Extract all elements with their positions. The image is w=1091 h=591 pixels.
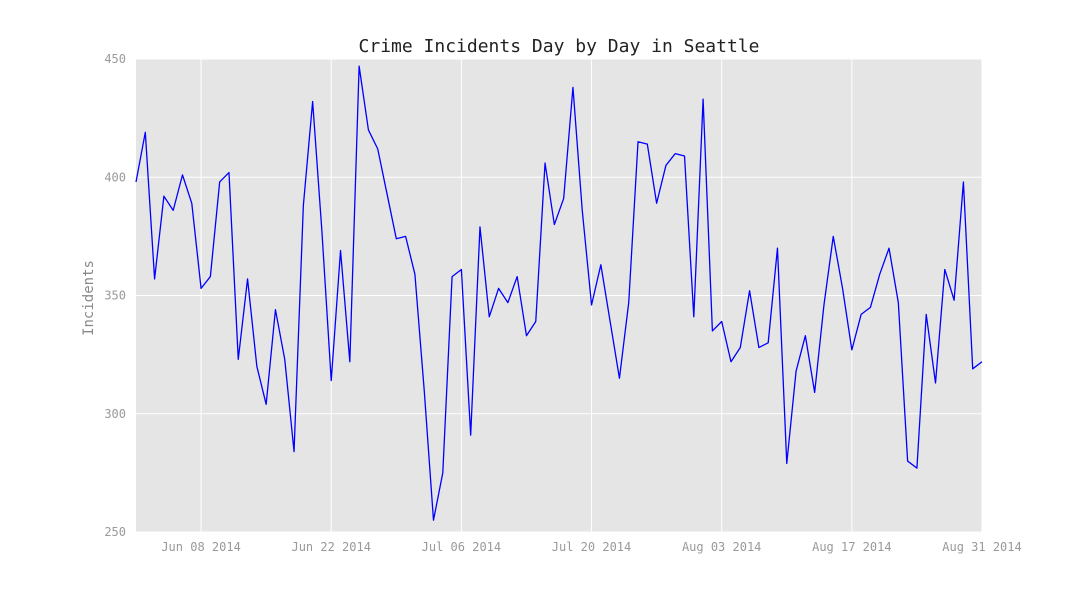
y-tick-label: 450 <box>104 52 126 66</box>
x-axis-ticks: Jun 08 2014 Jun 22 2014 Jul 06 2014 Jul 20 … <box>161 540 1021 554</box>
y-tick-label: 350 <box>104 289 126 303</box>
x-tick-label: Aug 31 2014 <box>942 540 1021 554</box>
y-axis-label: Incidents <box>81 260 97 336</box>
y-tick-label: 400 <box>104 170 126 184</box>
chart-title: Crime Incidents Day by Day in Seattle <box>359 36 760 57</box>
y-axis-ticks: 250 300 350 400 450 <box>104 52 126 539</box>
x-tick-label: Jun 08 2014 <box>161 540 240 554</box>
y-tick-label: 250 <box>104 525 126 539</box>
x-tick-label: Jul 06 2014 <box>422 540 501 554</box>
x-tick-label: Jun 22 2014 <box>291 540 370 554</box>
grid-lines <box>136 58 983 533</box>
series-line <box>135 65 983 521</box>
y-tick-label: 300 <box>104 407 126 421</box>
x-tick-label: Aug 03 2014 <box>682 540 761 554</box>
x-tick-label: Jul 20 2014 <box>552 540 631 554</box>
x-tick-label: Aug 17 2014 <box>812 540 891 554</box>
